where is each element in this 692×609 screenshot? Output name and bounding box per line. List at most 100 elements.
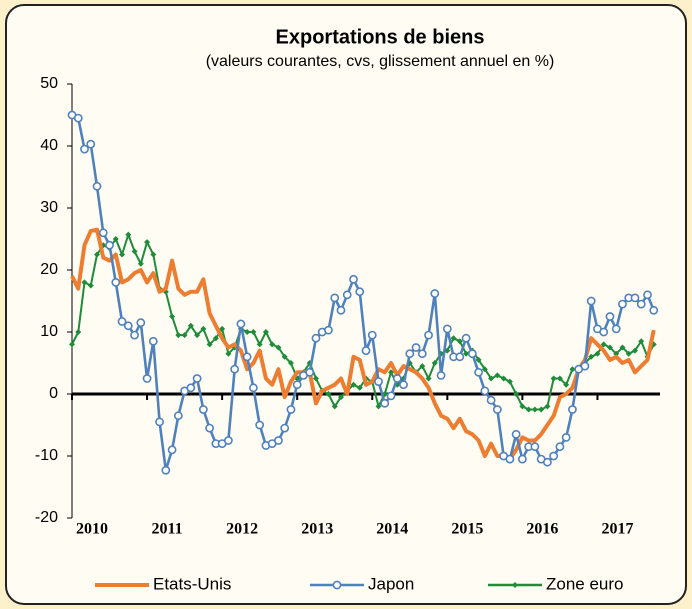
point (355, 287, 365, 297)
point (205, 423, 215, 433)
point (442, 324, 452, 334)
point (463, 350, 470, 357)
point (569, 366, 576, 373)
point (269, 341, 276, 348)
point (513, 391, 520, 397)
point (631, 347, 638, 354)
point (431, 360, 438, 366)
point (223, 436, 233, 445)
point (544, 403, 551, 410)
point (455, 352, 465, 362)
point (148, 336, 158, 346)
point (475, 356, 482, 363)
point (568, 405, 577, 414)
point (563, 381, 570, 388)
y-tick-label: 50 (40, 75, 58, 92)
point (136, 318, 146, 328)
point (274, 436, 283, 445)
x-tick-label: 2011 (152, 521, 183, 538)
point (611, 324, 621, 334)
point (167, 445, 177, 455)
point (588, 353, 595, 360)
point (244, 329, 251, 335)
point (198, 405, 208, 414)
point (219, 325, 226, 332)
point (262, 329, 269, 335)
point (388, 369, 395, 376)
point (81, 279, 88, 286)
point (636, 299, 646, 309)
point (561, 432, 571, 442)
point (142, 374, 152, 383)
point (488, 375, 495, 382)
point (181, 332, 188, 339)
point (286, 405, 296, 414)
point (125, 231, 132, 238)
point (375, 403, 382, 410)
point (111, 277, 121, 287)
point (530, 442, 540, 452)
x-tick-label: 2012 (226, 521, 258, 538)
point (417, 349, 427, 359)
point (336, 305, 346, 315)
point (137, 260, 144, 267)
point (543, 457, 552, 467)
series (69, 231, 657, 413)
point (230, 364, 240, 374)
point (618, 299, 627, 309)
chart-subtitle: (valeurs courantes, cvs, glissement annu… (206, 53, 555, 70)
point (630, 293, 640, 303)
chart-title: Exportations de biens (276, 26, 485, 48)
point (249, 383, 258, 393)
point (87, 282, 94, 289)
y-tick-label: 0 (49, 385, 58, 402)
point (331, 403, 338, 410)
point (206, 341, 213, 348)
point (613, 350, 620, 357)
point (98, 228, 108, 238)
point (192, 374, 202, 383)
point (456, 338, 463, 345)
legend-item: Japon (310, 574, 414, 593)
point (187, 322, 194, 329)
point (492, 405, 502, 414)
point (474, 367, 483, 377)
point (236, 319, 246, 329)
point (556, 375, 563, 382)
legend-item: Zone euro (488, 574, 624, 593)
point (92, 181, 102, 191)
point (550, 375, 557, 382)
point (424, 330, 433, 340)
point (212, 335, 219, 342)
point (161, 465, 171, 475)
point (250, 329, 257, 335)
point (169, 313, 176, 320)
point (144, 239, 151, 246)
x-tick-label: 2015 (451, 521, 483, 538)
point (349, 274, 358, 284)
point (361, 346, 371, 355)
point (281, 353, 288, 360)
point (324, 325, 333, 335)
legend-marker (512, 582, 518, 588)
point (461, 333, 471, 343)
point (605, 312, 615, 321)
point (600, 341, 607, 348)
point (131, 248, 138, 255)
y-tick-label: 20 (40, 261, 58, 278)
point (494, 372, 501, 379)
series-line (70, 227, 656, 462)
point (75, 329, 82, 335)
point (337, 394, 344, 401)
point (380, 398, 390, 408)
point (225, 350, 232, 357)
x-tick-label: 2016 (526, 521, 558, 538)
point (94, 251, 101, 258)
series (67, 110, 659, 475)
point (86, 139, 96, 149)
point (350, 381, 357, 388)
point (580, 361, 590, 371)
point (200, 325, 207, 332)
